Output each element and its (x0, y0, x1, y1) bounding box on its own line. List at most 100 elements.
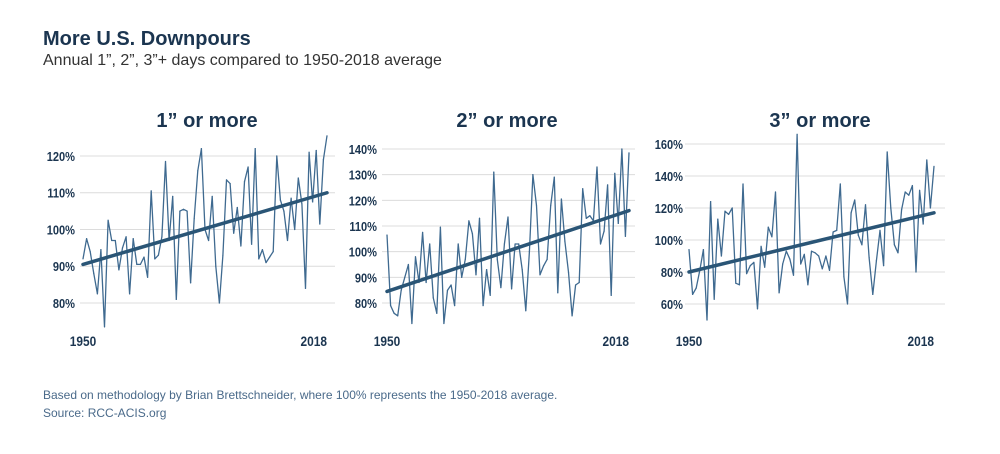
data-point (542, 265, 545, 267)
chart-panel-3-inch: 3” or more 60% 80% 100% 120% 140% 160% 1950 2018 (655, 110, 945, 349)
chart-panel-2-inch: 2” or more 80% 90% 100% 110% 120% 130% 140% 1950… (349, 110, 635, 349)
x-tick-label: 1950 (70, 333, 96, 349)
y-tick-label: 80% (661, 265, 683, 280)
data-point (258, 258, 260, 260)
data-point (882, 265, 885, 267)
data-point (326, 135, 328, 137)
data-point (236, 206, 238, 209)
data-point (582, 188, 584, 190)
data-point (854, 199, 856, 201)
data-point (218, 302, 220, 304)
data-point (539, 274, 541, 276)
data-point (397, 315, 399, 317)
data-point (546, 258, 548, 260)
data-point (414, 256, 417, 258)
x-tick-label: 1950 (374, 333, 400, 349)
panel-title: 3” or more (769, 110, 870, 132)
data-point (578, 281, 580, 284)
data-point (400, 289, 402, 291)
data-point (879, 229, 881, 231)
data-point (850, 212, 852, 214)
chart-panel-1-inch: 1” or more 80% 90% 100% 110% 120% 1950 2018 (47, 110, 335, 349)
data-point (446, 289, 449, 291)
data-point (486, 269, 488, 271)
data-point (507, 216, 509, 218)
data-point (207, 239, 210, 242)
y-tick-label: 100% (47, 223, 75, 238)
data-point (553, 176, 555, 178)
data-point (908, 194, 910, 196)
data-point (731, 207, 733, 209)
data-point (475, 274, 477, 276)
y-tick-label: 100% (349, 245, 377, 260)
y-tick-label: 90% (355, 270, 377, 285)
data-point (154, 258, 156, 260)
data-point (872, 293, 874, 295)
data-point (756, 308, 759, 310)
data-point (393, 312, 395, 314)
data-point (93, 273, 95, 275)
data-point (753, 261, 755, 263)
y-tick-label: 110% (349, 219, 377, 234)
data-point (702, 249, 705, 251)
data-point (404, 276, 406, 278)
data-point (386, 234, 388, 236)
data-point (774, 191, 777, 193)
data-point (503, 243, 506, 245)
data-point (461, 276, 463, 278)
data-point (617, 222, 619, 225)
data-point (222, 254, 224, 256)
data-point (132, 238, 134, 240)
data-point (792, 274, 795, 276)
data-point (807, 284, 809, 286)
x-tick-label: 2018 (908, 333, 934, 349)
data-point (749, 265, 751, 267)
data-point (521, 269, 523, 271)
data-point (254, 148, 256, 150)
data-point (918, 189, 921, 191)
data-point (897, 252, 899, 254)
data-point (193, 217, 195, 220)
data-point (136, 263, 138, 266)
data-point (161, 236, 163, 238)
data-point (828, 269, 831, 271)
data-point (789, 258, 791, 260)
data-point (596, 166, 598, 168)
data-series-line (82, 135, 328, 328)
data-point (103, 326, 106, 328)
footnote: Based on methodology by Brian Brettschne… (43, 388, 558, 402)
data-point (125, 236, 127, 238)
data-point (175, 298, 177, 300)
data-point (114, 239, 116, 242)
data-point (904, 191, 906, 193)
data-point (803, 253, 805, 255)
data-point (297, 177, 299, 179)
data-point (107, 219, 109, 221)
data-point (567, 271, 570, 273)
data-point (319, 223, 321, 225)
data-point (706, 319, 708, 321)
data-point (782, 263, 784, 265)
data-point (118, 269, 120, 271)
data-point (243, 181, 246, 183)
data-point (197, 170, 199, 172)
data-point (482, 304, 484, 307)
data-point (785, 250, 787, 252)
data-point (407, 263, 409, 266)
data-point (571, 315, 573, 317)
x-tick-label: 1950 (676, 333, 702, 349)
data-point (389, 304, 392, 307)
data-point (933, 165, 935, 167)
data-point (688, 249, 690, 251)
data-point (85, 238, 88, 240)
data-point (692, 293, 694, 295)
data-point (771, 236, 773, 238)
data-point (514, 243, 516, 245)
data-point (304, 287, 307, 289)
data-point (861, 244, 863, 246)
data-point (818, 255, 820, 257)
data-point (717, 218, 719, 220)
data-series-line (386, 148, 630, 325)
data-point (496, 258, 498, 260)
